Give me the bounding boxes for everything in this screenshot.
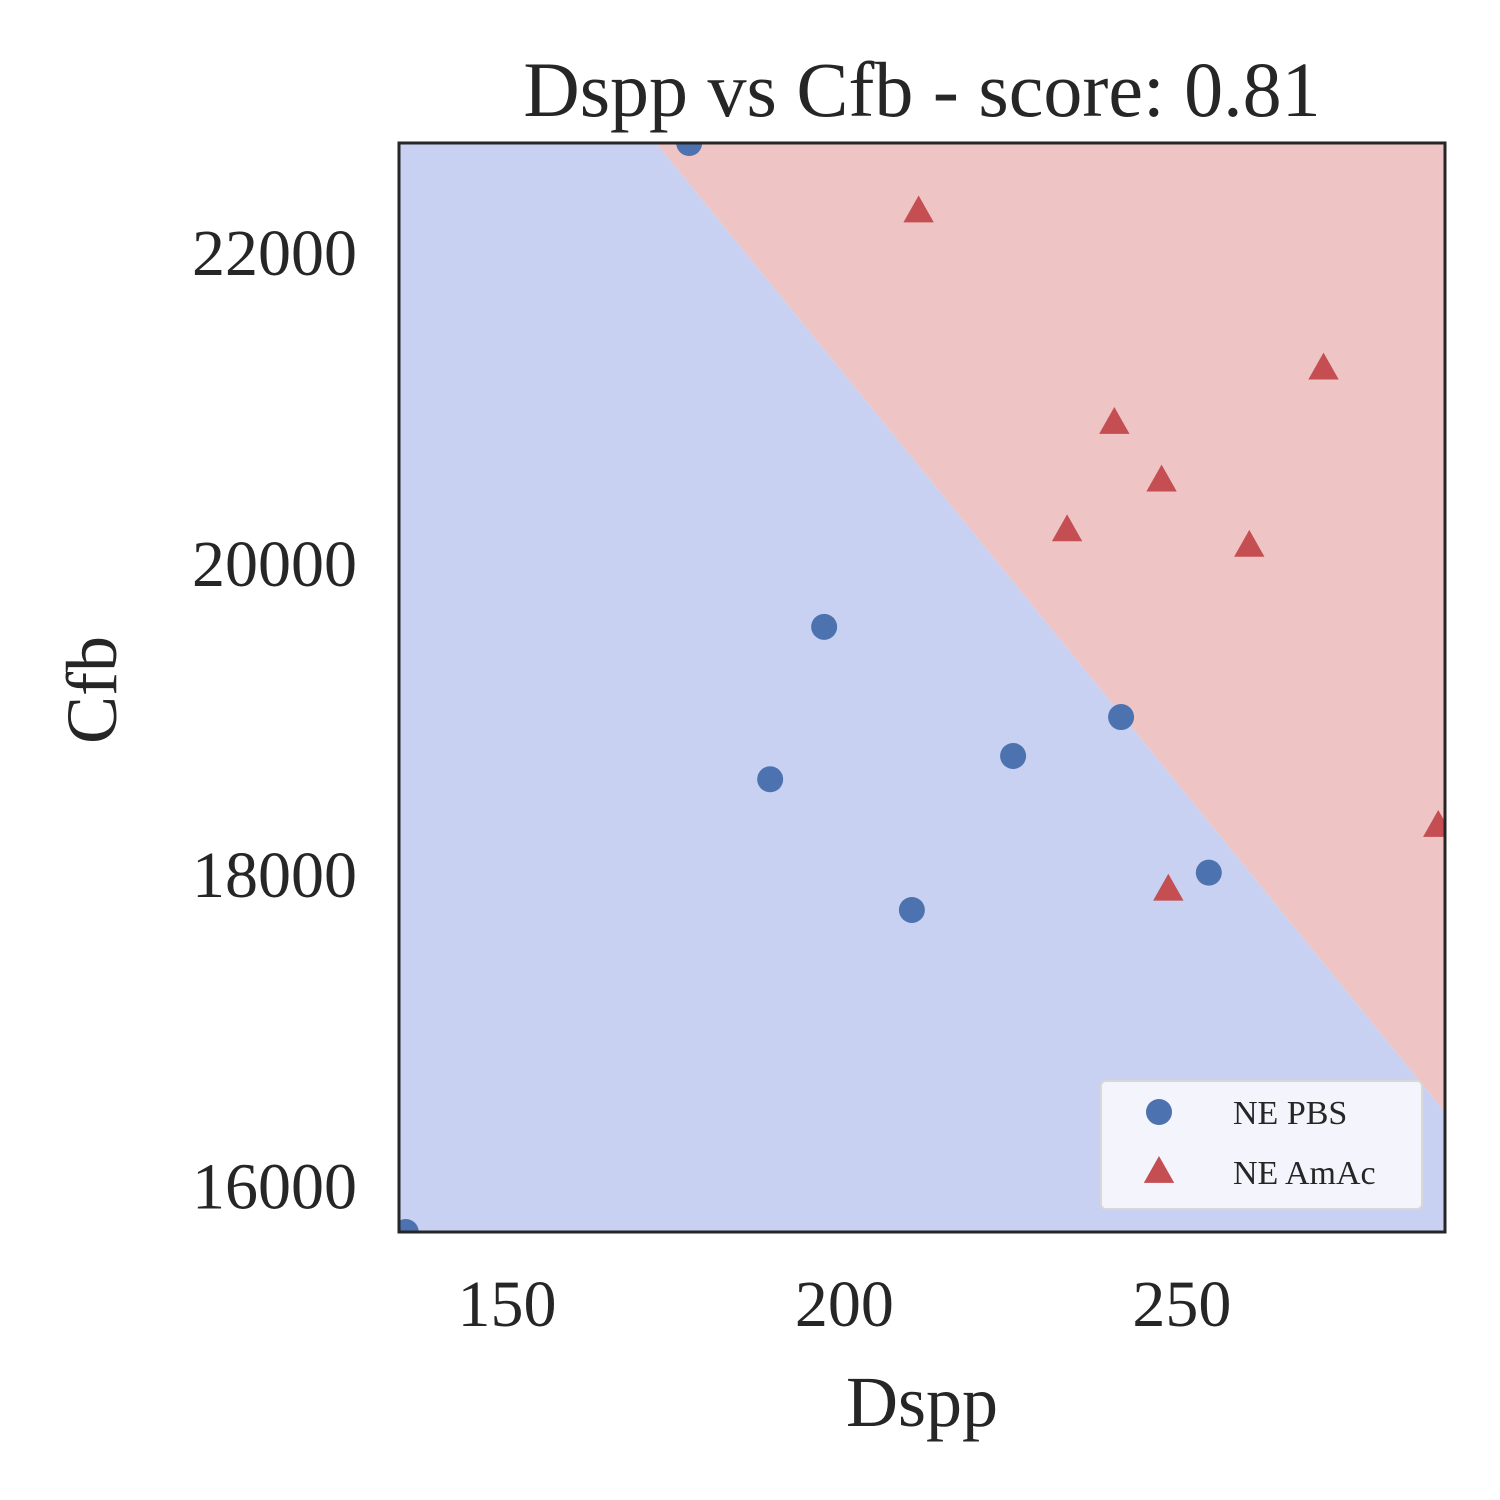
y-axis-label: Cfb [52,636,132,744]
point-ne-pbs [1195,859,1222,886]
x-tick-label: 150 [457,1268,556,1341]
y-axis-ticks: 16000 18000 20000 22000 [192,217,357,1223]
legend-box [1100,1080,1423,1210]
x-axis-label: Dspp [846,1362,998,1442]
y-tick-label: 22000 [192,217,357,290]
point-ne-pbs [898,896,925,923]
region-ne-pbs [399,143,1445,1232]
point-ne-pbs [811,613,838,640]
point-ne-amac [1308,352,1339,380]
legend-label-ne-amac: NE AmAc [1233,1155,1376,1192]
point-ne-amac [1234,529,1265,557]
point-ne-amac [903,195,934,223]
point-ne-pbs [757,766,784,793]
point-ne-pbs [1108,704,1135,731]
point-ne-pbs [1000,742,1027,769]
point-ne-amac [1423,809,1445,837]
point-ne-amac [1051,514,1083,542]
y-tick-label: 18000 [192,839,357,912]
point-ne-amac [1099,407,1130,434]
x-tick-label: 250 [1132,1268,1231,1341]
point-ne-pbs [399,1219,419,1232]
x-axis-ticks: 150 200 250 [457,1268,1231,1341]
legend: NE PBS NE AmAc [1100,1080,1423,1210]
point-ne-amac [1153,873,1184,901]
y-tick-label: 20000 [192,528,357,601]
point-ne-amac [1146,464,1177,492]
point-ne-pbs [676,143,703,156]
chart-title: Dspp vs Cfb - score: 0.81 [523,46,1320,133]
legend-marker-ne-pbs [1146,1099,1172,1125]
decision-regions [399,143,1445,1232]
legend-label-ne-pbs: NE PBS [1233,1095,1347,1132]
x-tick-label: 200 [795,1268,894,1341]
y-tick-label: 16000 [192,1150,357,1223]
data-points [399,143,1445,1232]
region-ne-amac [656,143,1445,1113]
legend-marker-ne-amac [1143,1156,1175,1183]
plot-frame [397,141,1447,1234]
